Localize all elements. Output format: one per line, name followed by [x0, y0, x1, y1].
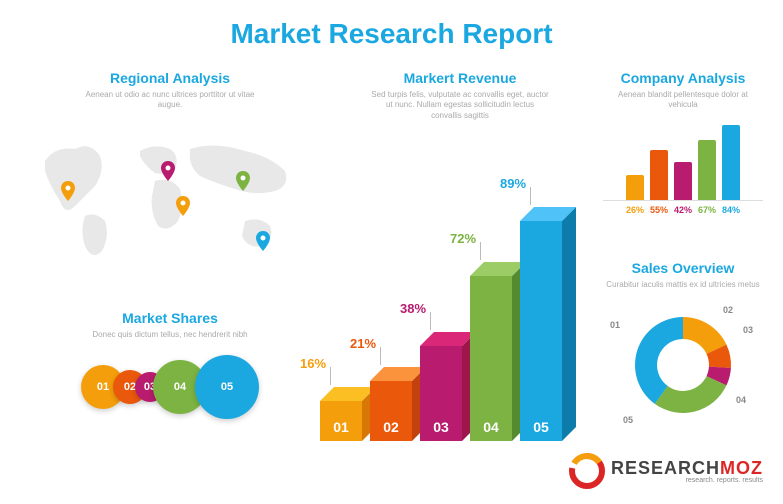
shares-desc: Donec quis dictum tellus, nec hendrerit … — [80, 330, 260, 340]
share-circle: 05 — [195, 355, 259, 419]
company-labels: 26% 55% 42% 67% 84% — [603, 205, 763, 215]
bar-percent: 89% — [500, 176, 526, 191]
bar-number: 04 — [470, 419, 512, 435]
company-desc: Aenean blandit pellentesque dolor at veh… — [603, 90, 763, 111]
logo: RESEARCHMOZ research. reports. results — [569, 453, 763, 489]
company-bar-label: 26% — [626, 205, 644, 215]
bar-number: 01 — [320, 419, 362, 435]
logo-text: RESEARCHMOZ — [611, 458, 763, 479]
donut-label: 05 — [623, 415, 633, 425]
company-bar-label: 42% — [674, 205, 692, 215]
revenue-section: Markert Revenue Sed turpis felis, vulput… — [320, 70, 600, 441]
sales-title: Sales Overview — [603, 260, 763, 276]
revenue-bar: 04 — [470, 276, 512, 441]
bar-number: 02 — [370, 419, 412, 435]
revenue-bars: 0116% 0221% 0338% 0472% 0589% — [320, 141, 600, 441]
map-pin — [235, 171, 251, 191]
donut-label: 04 — [736, 395, 746, 405]
revenue-title: Markert Revenue — [320, 70, 600, 86]
bar-percent: 16% — [300, 356, 326, 371]
page-title: Market Research Report — [0, 0, 783, 58]
bar-percent: 38% — [400, 301, 426, 316]
company-bar — [698, 140, 716, 200]
bar-percent: 21% — [350, 336, 376, 351]
company-bar-label: 55% — [650, 205, 668, 215]
regional-section: Regional Analysis Aenean ut odio ac nunc… — [20, 70, 320, 281]
revenue-bar: 01 — [320, 401, 362, 441]
regional-desc: Aenean ut odio ac nunc ultrices porttito… — [80, 90, 260, 111]
revenue-bar: 05 — [520, 221, 562, 441]
company-bar — [674, 162, 692, 200]
company-bar-label: 67% — [698, 205, 716, 215]
company-bar-label: 84% — [722, 205, 740, 215]
revenue-bar: 02 — [370, 381, 412, 441]
revenue-bar: 03 — [420, 346, 462, 441]
bar-percent: 72% — [450, 231, 476, 246]
company-title: Company Analysis — [603, 70, 763, 86]
map-pin — [175, 196, 191, 216]
donut-label: 01 — [610, 320, 620, 330]
company-bars — [603, 121, 763, 201]
map-pin — [255, 231, 271, 251]
sales-desc: Curabitur iaculis mattis ex id ultricies… — [603, 280, 763, 290]
bar-number: 05 — [520, 419, 562, 435]
map-pin — [160, 161, 176, 181]
sales-section: Sales Overview Curabitur iaculis mattis … — [603, 260, 763, 440]
world-map — [30, 121, 310, 271]
bar-number: 03 — [420, 419, 462, 435]
shares-circles: 0102030405 — [20, 355, 320, 419]
logo-icon — [569, 453, 605, 489]
map-pin — [60, 181, 76, 201]
shares-title: Market Shares — [20, 310, 320, 326]
sales-donut: 0102030405 — [618, 300, 748, 430]
company-section: Company Analysis Aenean blandit pellente… — [603, 70, 763, 215]
regional-title: Regional Analysis — [20, 70, 320, 86]
market-shares-section: Market Shares Donec quis dictum tellus, … — [20, 310, 320, 419]
donut-label: 02 — [723, 305, 733, 315]
donut-label: 03 — [743, 325, 753, 335]
company-bar — [650, 150, 668, 200]
company-bar — [722, 125, 740, 200]
company-bar — [626, 175, 644, 200]
revenue-desc: Sed turpis felis, vulputate ac convallis… — [370, 90, 550, 121]
